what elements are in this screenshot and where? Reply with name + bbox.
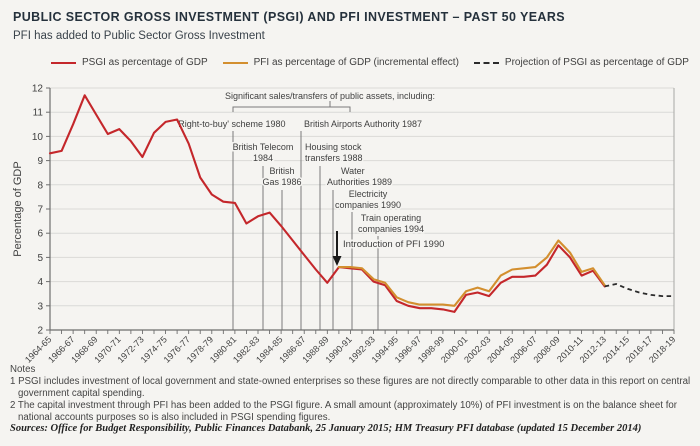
- chart-legend: PSGI as percentage of GDP PFI as percenta…: [51, 57, 689, 68]
- annotation-label-1990: companies 1990: [335, 200, 401, 210]
- annotation-label-1984: 1984: [253, 153, 273, 163]
- annotation-label-1988: transfers 1988: [305, 153, 363, 163]
- legend-label: PSGI as percentage of GDP: [82, 57, 208, 68]
- y-axis-title: Percentage of GDP: [12, 161, 24, 256]
- note-item-2: 2 The capital investment through PFI has…: [10, 400, 678, 423]
- page-title: PUBLIC SECTOR GROSS INVESTMENT (PSGI) AN…: [13, 10, 566, 24]
- page-subtitle: PFI has added to Public Sector Gross Inv…: [13, 30, 265, 42]
- psgi-line: [48, 94, 606, 313]
- y-tick-label: 3: [37, 301, 43, 312]
- notes-block: Notes 1 PSGI includes investment of loca…: [10, 364, 696, 424]
- y-tick-label: 10: [32, 132, 44, 143]
- note-item-1: 1 PSGI includes investment of local gove…: [10, 376, 691, 399]
- event-group-label: Significant sales/transfers of public as…: [225, 91, 435, 101]
- annotation-label-1994: companies 1994: [358, 224, 424, 234]
- projection-line: [604, 283, 674, 298]
- annotation-label-1984: British Telecom: [233, 142, 294, 152]
- annotation-label-1989: Water: [341, 166, 365, 176]
- pfi-line-swatch: [222, 61, 248, 64]
- pfi-arrowhead-icon: [332, 256, 342, 266]
- y-tick-label: 8: [37, 180, 43, 191]
- annotation-label-1989: Authorities 1989: [327, 177, 392, 187]
- annotation-label-1990: Electricity: [349, 189, 388, 199]
- annotation-label-1987: British Airports Authority 1987: [304, 119, 422, 129]
- annotation-label-1980: 'Right-to-buy' scheme 1980: [177, 119, 286, 129]
- pfi-arrow-label: Introduction of PFI 1990: [343, 239, 444, 250]
- y-tick-label: 7: [37, 205, 43, 216]
- y-tick-label: 12: [32, 84, 44, 95]
- y-tick-label: 2: [37, 326, 43, 337]
- y-tick-label: 4: [37, 277, 43, 288]
- legend-label: Projection of PSGI as percentage of GDP: [504, 57, 689, 68]
- annotation-label-1994: Train operating: [361, 213, 421, 223]
- legend-item-2: Projection of PSGI as percentage of GDP: [473, 57, 689, 68]
- legend-item-1: PFI as percentage of GDP (incremental ef…: [222, 57, 459, 68]
- y-tick-label: 11: [33, 108, 44, 119]
- annotation-label-1986: Gas 1986: [262, 177, 301, 187]
- notes-heading: Notes: [10, 364, 36, 375]
- psgi-line-swatch: [51, 61, 76, 64]
- event-group-bracket: [232, 101, 351, 112]
- projection-line-swatch: [473, 61, 499, 64]
- y-tick-label: 9: [37, 156, 43, 167]
- legend-item-0: PSGI as percentage of GDP: [51, 57, 208, 68]
- sources-line: Sources: Office for Budget Responsibilit…: [10, 423, 642, 434]
- annotation-label-1988: Housing stock: [305, 142, 362, 152]
- y-tick-label: 5: [37, 253, 43, 264]
- y-tick-label: 6: [37, 229, 43, 240]
- legend-label: PFI as percentage of GDP (incremental ef…: [253, 57, 459, 68]
- annotation-label-1986: British: [269, 166, 294, 176]
- pfi-line: [337, 239, 606, 307]
